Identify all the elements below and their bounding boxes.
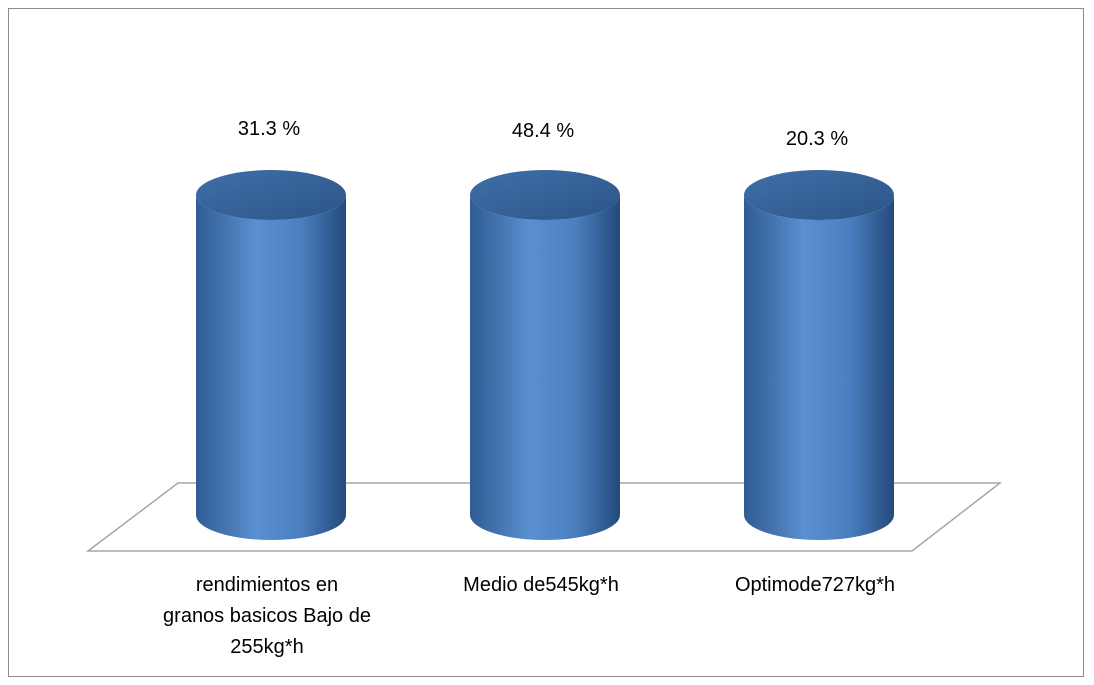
bar-1-top	[196, 170, 346, 220]
bar-1	[196, 195, 346, 540]
chart-floor	[85, 482, 1003, 552]
bar-3	[744, 195, 894, 540]
bar-2	[470, 195, 620, 540]
bar-3-top	[744, 170, 894, 220]
data-label-3: 20.3 %	[786, 128, 848, 150]
category-label-3: Optimode727kg*h	[735, 574, 895, 596]
data-label-2: 48.4 %	[512, 120, 574, 142]
data-label-1: 31.3 %	[238, 118, 300, 140]
category-label-1: rendimientos en granos basicos Bajo de 255…	[163, 574, 371, 658]
data-labels-group: 31.3 % 48.4 % 20.3 %	[238, 118, 848, 150]
category-label-2: Medio de545kg*h	[463, 574, 619, 596]
category-labels-group: rendimientos en granos basicos Bajo de 255…	[163, 574, 895, 658]
bar-2-top	[470, 170, 620, 220]
bars-group	[196, 170, 894, 540]
